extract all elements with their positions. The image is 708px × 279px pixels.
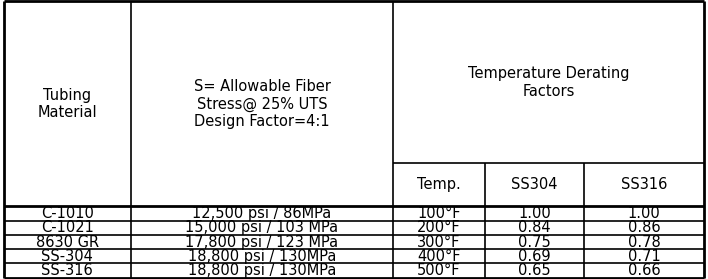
- Text: 0.78: 0.78: [628, 235, 661, 249]
- Text: SS-304: SS-304: [41, 249, 93, 264]
- Text: SS-316: SS-316: [41, 263, 93, 278]
- Text: 0.66: 0.66: [628, 263, 661, 278]
- Text: 0.86: 0.86: [628, 220, 661, 235]
- Text: SS304: SS304: [511, 177, 558, 192]
- Text: Tubing
Material: Tubing Material: [38, 88, 97, 120]
- Text: 0.84: 0.84: [518, 220, 551, 235]
- Text: Temperature Derating
Factors: Temperature Derating Factors: [468, 66, 629, 98]
- Text: 18,800 psi / 130MPa: 18,800 psi / 130MPa: [188, 263, 336, 278]
- Text: 0.71: 0.71: [628, 249, 661, 264]
- Text: Temp.: Temp.: [417, 177, 461, 192]
- Text: C-1010: C-1010: [41, 206, 93, 221]
- Text: 300°F: 300°F: [417, 235, 461, 249]
- Text: 100°F: 100°F: [417, 206, 461, 221]
- Text: 0.69: 0.69: [518, 249, 551, 264]
- Text: 8630 GR: 8630 GR: [35, 235, 99, 249]
- Text: SS316: SS316: [621, 177, 668, 192]
- Text: 200°F: 200°F: [417, 220, 461, 235]
- Text: 15,000 psi / 103 MPa: 15,000 psi / 103 MPa: [185, 220, 338, 235]
- Text: 17,800 psi / 123 MPa: 17,800 psi / 123 MPa: [185, 235, 338, 249]
- Text: 500°F: 500°F: [417, 263, 461, 278]
- Text: 12,500 psi / 86MPa: 12,500 psi / 86MPa: [193, 206, 331, 221]
- Text: 18,800 psi / 130MPa: 18,800 psi / 130MPa: [188, 249, 336, 264]
- Text: 0.65: 0.65: [518, 263, 551, 278]
- Text: 1.00: 1.00: [628, 206, 661, 221]
- Text: 400°F: 400°F: [417, 249, 461, 264]
- Text: 0.75: 0.75: [518, 235, 551, 249]
- Text: 1.00: 1.00: [518, 206, 551, 221]
- Text: S= Allowable Fiber
Stress@ 25% UTS
Design Factor=4:1: S= Allowable Fiber Stress@ 25% UTS Desig…: [193, 79, 331, 129]
- Text: C-1021: C-1021: [41, 220, 93, 235]
